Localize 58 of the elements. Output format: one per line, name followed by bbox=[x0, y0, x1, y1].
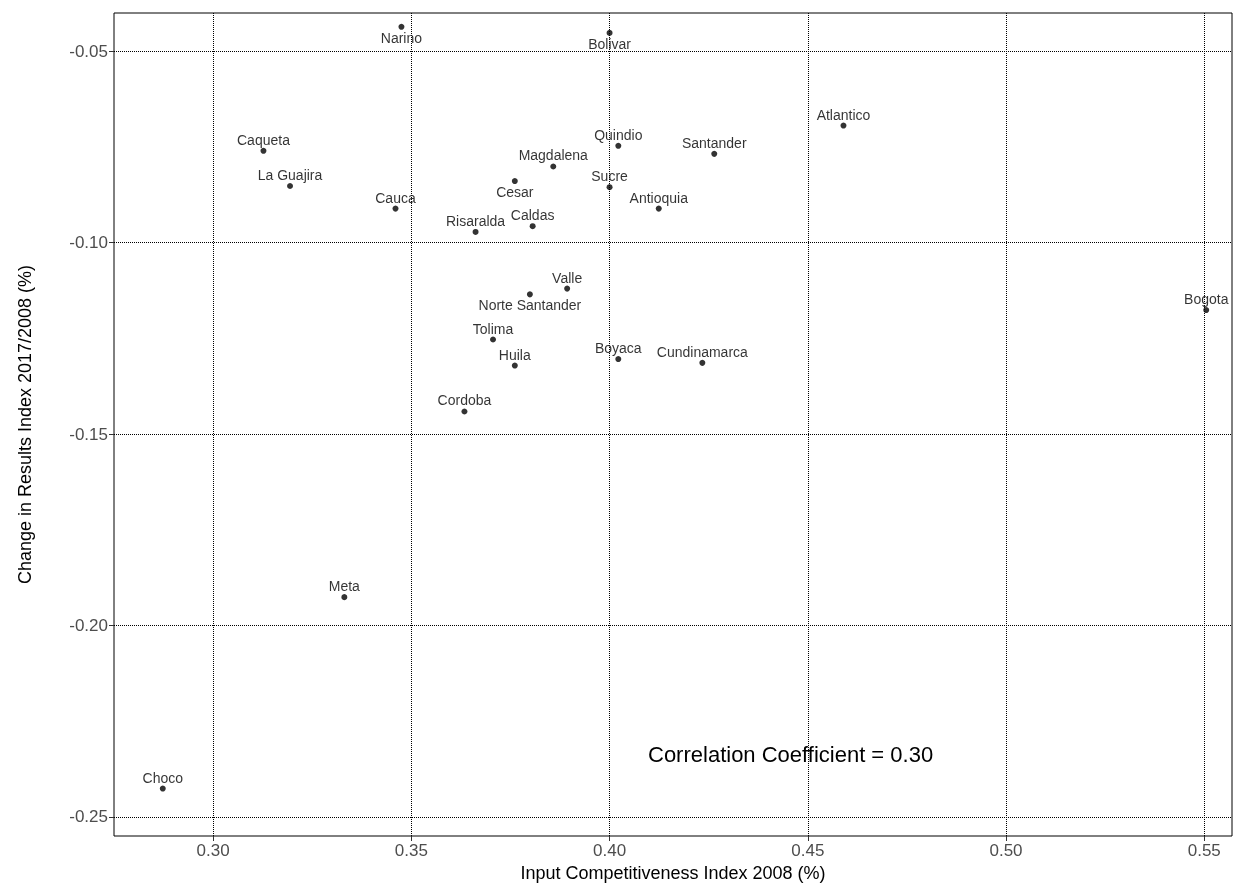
y-tick-label: -0.20 bbox=[69, 615, 108, 635]
point bbox=[526, 291, 533, 298]
point bbox=[606, 29, 613, 36]
point bbox=[1203, 307, 1210, 314]
point bbox=[699, 359, 706, 366]
y-tick-label: -0.05 bbox=[69, 41, 108, 61]
y-axis-title: Change in Results Index 2017/2008 (%) bbox=[15, 264, 35, 585]
data-label: Quindio bbox=[594, 126, 643, 143]
data-label: Cauca bbox=[375, 189, 416, 206]
point bbox=[606, 184, 613, 191]
x-tick-label: 0.50 bbox=[989, 841, 1023, 860]
point bbox=[341, 594, 348, 601]
point bbox=[711, 150, 718, 157]
x-tick-label: 0.45 bbox=[791, 841, 825, 860]
x-tick-label: 0.35 bbox=[394, 841, 428, 860]
data-label: Caldas bbox=[510, 207, 555, 224]
point bbox=[159, 785, 166, 792]
point bbox=[840, 122, 847, 129]
data-label: Sucre bbox=[591, 168, 629, 185]
data-label: Valle bbox=[552, 269, 583, 286]
data-label: Atlantico bbox=[816, 106, 871, 123]
y-tick-label: -0.15 bbox=[69, 424, 108, 444]
point bbox=[472, 228, 479, 235]
point bbox=[392, 205, 399, 212]
data-label: Huila bbox=[498, 346, 531, 363]
data-label: Boyaca bbox=[594, 340, 642, 357]
y-tick-label: -0.10 bbox=[69, 233, 108, 253]
data-label: Narino bbox=[380, 29, 423, 46]
data-label: Santander bbox=[681, 134, 747, 151]
y-tick-label: -0.25 bbox=[69, 807, 108, 827]
x-tick-label: 0.55 bbox=[1187, 841, 1221, 860]
data-label: Antioquia bbox=[629, 189, 689, 206]
point bbox=[461, 408, 468, 415]
data-label: Cesar bbox=[496, 184, 534, 201]
data-label: Cordoba bbox=[437, 392, 492, 409]
data-label: Cundinamarca bbox=[656, 343, 749, 360]
point bbox=[564, 285, 571, 292]
x-tick-label: 0.40 bbox=[593, 841, 627, 860]
point bbox=[529, 223, 536, 230]
data-label: Norte Santander bbox=[478, 297, 582, 314]
data-label: Bogota bbox=[1184, 291, 1229, 308]
data-label: Caqueta bbox=[236, 131, 291, 148]
data-label: Tolima bbox=[472, 320, 514, 337]
point bbox=[398, 23, 405, 30]
point bbox=[287, 183, 294, 190]
annotation: Correlation Coefficient = 0.30 bbox=[648, 741, 934, 767]
data-label: Magdalena bbox=[518, 147, 589, 164]
x-axis-title: Input Competitiveness Index 2008 (%) bbox=[520, 863, 826, 883]
point bbox=[511, 178, 518, 185]
data-label: La Guajira bbox=[257, 167, 323, 184]
point bbox=[511, 362, 518, 369]
data-label: Choco bbox=[142, 769, 184, 786]
data-label: Risaralda bbox=[446, 212, 506, 229]
point bbox=[615, 356, 622, 363]
data-label: Meta bbox=[328, 578, 361, 595]
data-label: Bolivar bbox=[588, 35, 632, 52]
point bbox=[490, 336, 497, 343]
x-tick-label: 0.30 bbox=[196, 841, 230, 860]
